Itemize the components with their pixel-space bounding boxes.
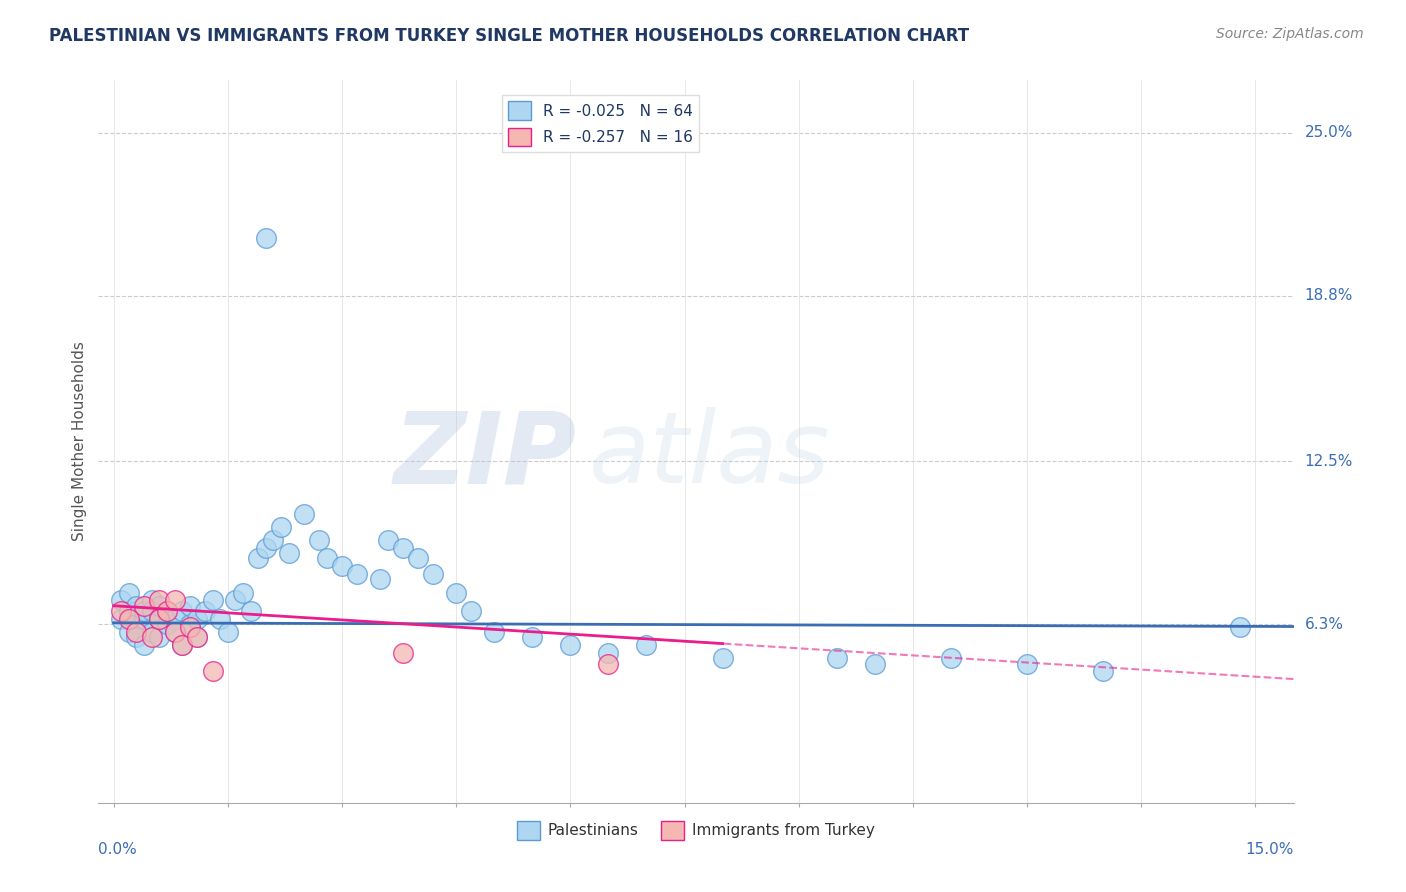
Point xyxy=(186,612,208,626)
Point xyxy=(148,612,170,626)
Point xyxy=(217,625,239,640)
Point xyxy=(141,625,163,640)
Point xyxy=(232,585,254,599)
Point xyxy=(118,585,141,599)
Point xyxy=(484,625,506,640)
Text: 6.3%: 6.3% xyxy=(1305,616,1344,632)
Point xyxy=(132,638,155,652)
Point xyxy=(125,625,148,640)
Point xyxy=(825,651,848,665)
Point xyxy=(560,638,582,652)
Point xyxy=(254,541,277,555)
Point xyxy=(156,604,179,618)
Point xyxy=(141,630,163,644)
Point xyxy=(711,651,734,665)
Point xyxy=(132,604,155,618)
Point xyxy=(239,604,262,618)
Point xyxy=(636,638,658,652)
Point xyxy=(315,551,337,566)
Point xyxy=(939,651,962,665)
Point xyxy=(194,604,217,618)
Point xyxy=(422,567,444,582)
Point xyxy=(125,630,148,644)
Point xyxy=(201,593,224,607)
Point xyxy=(254,231,277,245)
Point xyxy=(346,567,368,582)
Text: PALESTINIAN VS IMMIGRANTS FROM TURKEY SINGLE MOTHER HOUSEHOLDS CORRELATION CHART: PALESTINIAN VS IMMIGRANTS FROM TURKEY SI… xyxy=(49,27,969,45)
Point xyxy=(110,604,132,618)
Point xyxy=(156,604,179,618)
Point xyxy=(1229,620,1251,634)
Point xyxy=(460,604,482,618)
Point xyxy=(179,599,201,613)
Point xyxy=(118,604,141,618)
Point xyxy=(598,657,620,671)
Point xyxy=(247,551,270,566)
Point xyxy=(110,612,132,626)
Point xyxy=(172,604,194,618)
Point xyxy=(863,657,886,671)
Point xyxy=(118,612,141,626)
Point xyxy=(110,593,132,607)
Point xyxy=(292,507,315,521)
Point xyxy=(1092,665,1115,679)
Point xyxy=(141,593,163,607)
Point xyxy=(179,620,201,634)
Point xyxy=(186,630,208,644)
Point xyxy=(163,625,186,640)
Point xyxy=(141,604,163,618)
Text: atlas: atlas xyxy=(589,408,830,505)
Point xyxy=(125,599,148,613)
Point xyxy=(392,646,415,660)
Text: 15.0%: 15.0% xyxy=(1246,842,1294,856)
Point xyxy=(163,625,186,640)
Point xyxy=(1017,657,1039,671)
Point xyxy=(163,593,186,607)
Point xyxy=(209,612,232,626)
Text: Source: ZipAtlas.com: Source: ZipAtlas.com xyxy=(1216,27,1364,41)
Point xyxy=(377,533,399,547)
Point xyxy=(132,599,155,613)
Point xyxy=(118,625,141,640)
Point xyxy=(263,533,285,547)
Point xyxy=(224,593,246,607)
Point xyxy=(163,612,186,626)
Point xyxy=(148,630,170,644)
Point xyxy=(201,665,224,679)
Point xyxy=(179,617,201,632)
Point xyxy=(148,593,170,607)
Text: 18.8%: 18.8% xyxy=(1305,288,1353,303)
Point xyxy=(148,599,170,613)
Legend: Palestinians, Immigrants from Turkey: Palestinians, Immigrants from Turkey xyxy=(510,815,882,846)
Point xyxy=(125,617,148,632)
Point xyxy=(444,585,467,599)
Point xyxy=(132,612,155,626)
Point xyxy=(522,630,544,644)
Point xyxy=(148,612,170,626)
Point xyxy=(277,546,299,560)
Text: 12.5%: 12.5% xyxy=(1305,454,1353,468)
Point xyxy=(406,551,429,566)
Point xyxy=(156,617,179,632)
Point xyxy=(392,541,415,555)
Point xyxy=(172,638,194,652)
Point xyxy=(598,646,620,660)
Y-axis label: Single Mother Households: Single Mother Households xyxy=(72,342,87,541)
Text: 0.0%: 0.0% xyxy=(98,842,138,856)
Point xyxy=(186,630,208,644)
Point xyxy=(308,533,330,547)
Text: ZIP: ZIP xyxy=(394,408,576,505)
Point xyxy=(330,559,353,574)
Point xyxy=(270,520,292,534)
Point xyxy=(172,638,194,652)
Text: 25.0%: 25.0% xyxy=(1305,126,1353,140)
Point xyxy=(368,573,391,587)
